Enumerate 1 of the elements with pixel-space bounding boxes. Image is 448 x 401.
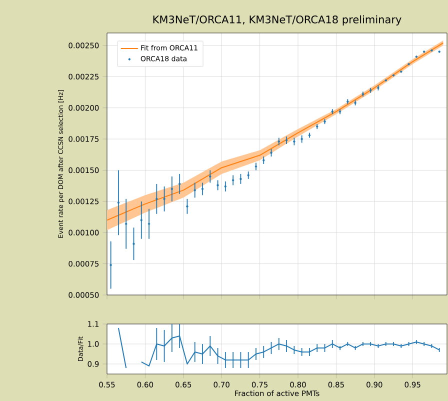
chart-title: KM3NeT/ORCA11, KM3NeT/ORCA18 preliminary	[153, 15, 402, 26]
